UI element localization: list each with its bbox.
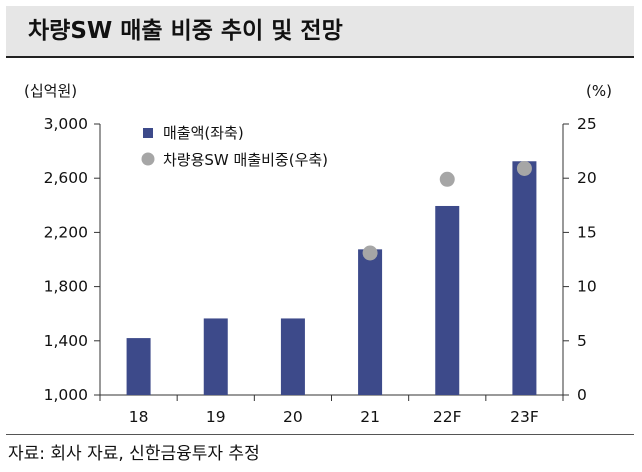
bar-series [126, 161, 537, 395]
scatter-series [362, 160, 532, 261]
tick-labels: 1,000 1,400 1,800 2,200 2,600 3,000 0 5 10 15 20 25… [24, 82, 612, 426]
right-tick-label: 15 [577, 223, 597, 241]
title-bar: 차량SW 매출 비중 추이 및 전망 [6, 6, 634, 56]
legend-bar-label: 매출액(좌축) [163, 124, 244, 142]
left-tick-label: 2,600 [44, 169, 88, 187]
legend-point-label: 차량용SW 매출비중(우축) [163, 151, 328, 169]
point-sw-share [362, 245, 378, 261]
right-tick-label: 0 [577, 386, 587, 404]
left-tick-label: 3,000 [44, 115, 88, 133]
x-tick-label: 23F [510, 408, 539, 426]
right-tick-label: 25 [577, 115, 597, 133]
legend: 매출액(좌축) 차량용SW 매출비중(우축) [141, 124, 328, 169]
legend-bar-swatch [143, 128, 153, 138]
right-tick-label: 10 [577, 278, 597, 296]
left-tick-label: 1,400 [44, 332, 88, 350]
x-tick-label: 18 [129, 408, 149, 426]
legend-point-swatch [141, 152, 155, 166]
bar-revenue [126, 338, 151, 395]
point-sw-share [516, 160, 532, 176]
x-tick-label: 21 [360, 408, 380, 426]
title-underline [6, 56, 634, 58]
left-tick-label: 1,000 [44, 386, 88, 404]
x-tick-label: 19 [206, 408, 226, 426]
bar-revenue [435, 205, 460, 395]
axes [94, 123, 569, 401]
chart-title: 차량SW 매출 비중 추이 및 전망 [28, 18, 343, 44]
bar-revenue [203, 318, 228, 395]
left-tick-label: 2,200 [44, 223, 88, 241]
right-tick-label: 5 [577, 332, 587, 350]
x-tick-label: 22F [433, 408, 462, 426]
point-sw-share [439, 171, 455, 187]
bar-revenue [512, 161, 537, 395]
bar-revenue [280, 318, 305, 395]
bar-revenue [358, 249, 383, 395]
footer-rule [6, 434, 634, 435]
right-axis-unit: (%) [586, 82, 612, 100]
source-note: 자료: 회사 자료, 신한금융투자 추정 [8, 444, 260, 464]
left-tick-label: 1,800 [44, 278, 88, 296]
x-tick-label: 20 [283, 408, 303, 426]
left-axis-unit: (십억원) [24, 82, 77, 100]
right-tick-label: 20 [577, 169, 597, 187]
